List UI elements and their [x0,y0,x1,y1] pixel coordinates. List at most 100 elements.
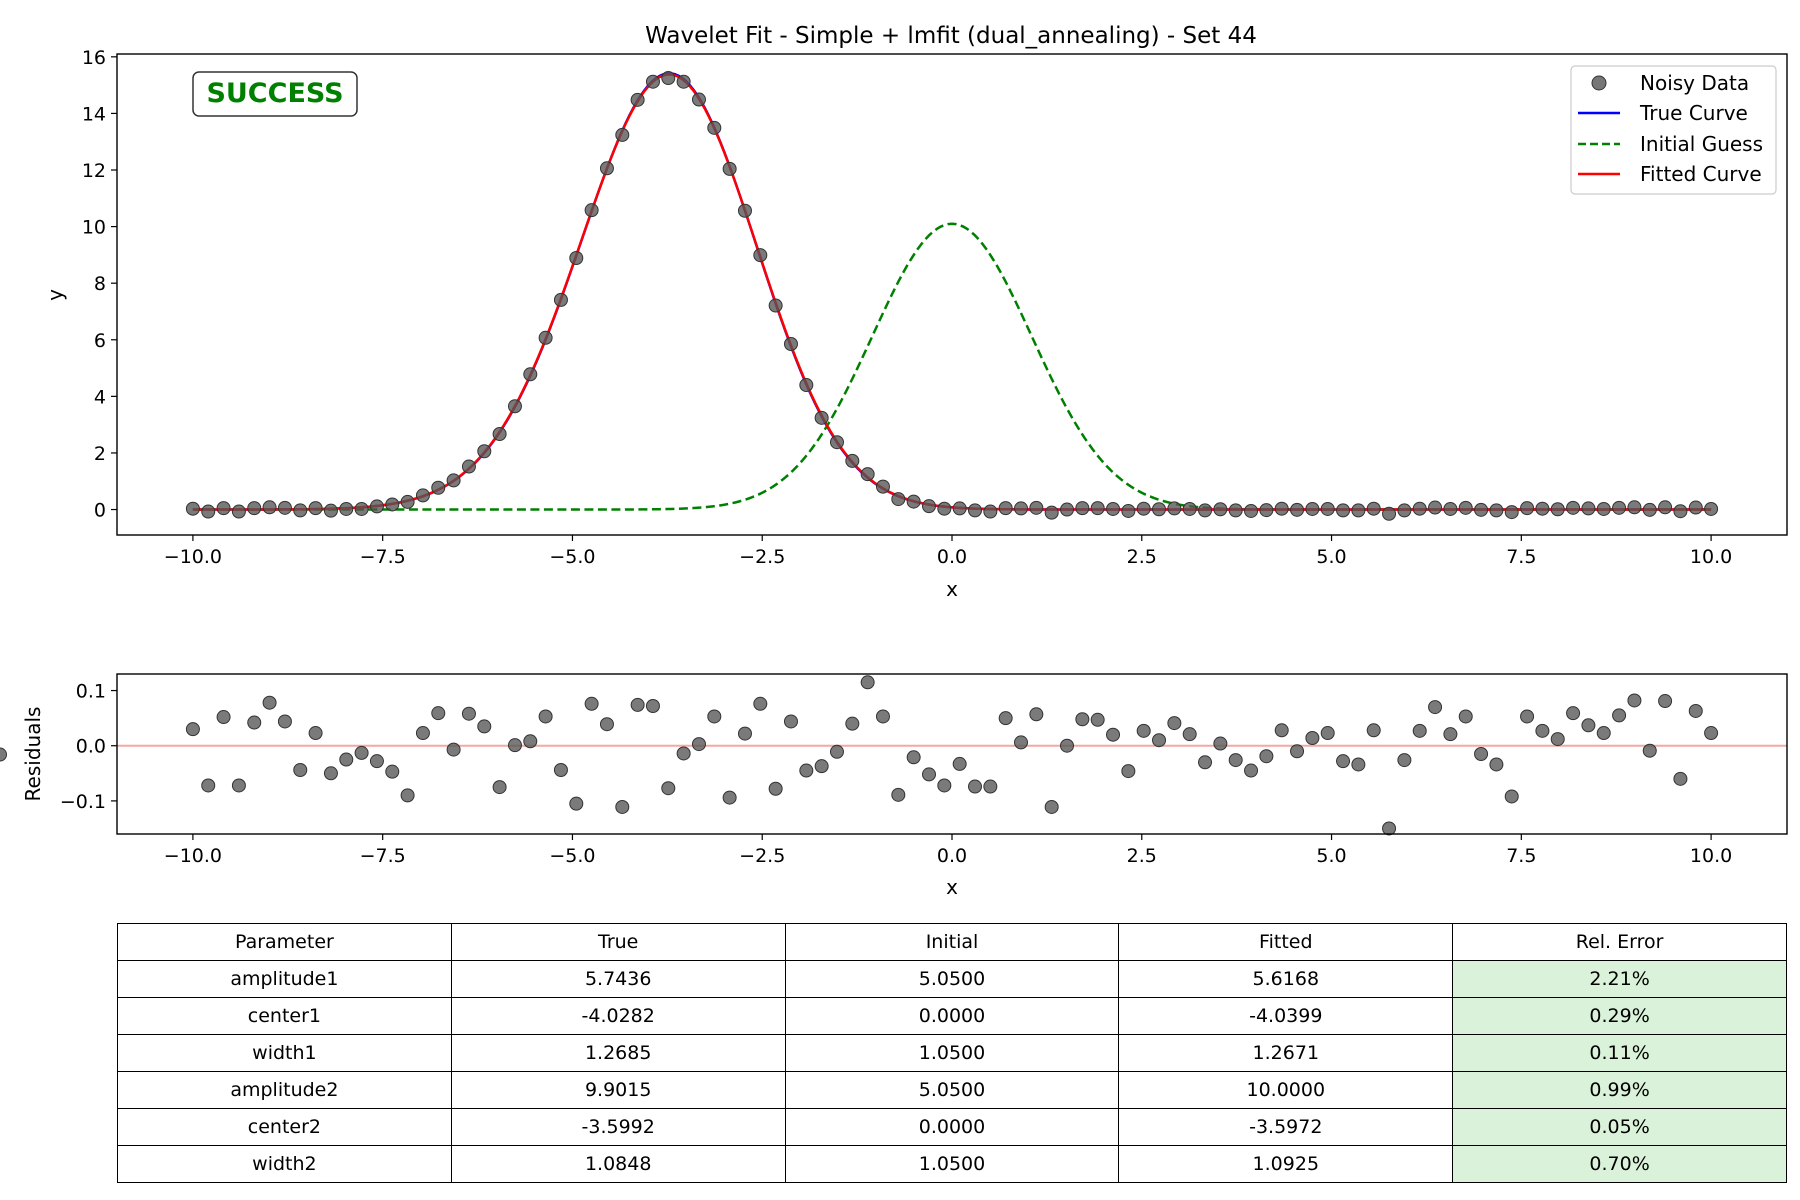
residual-point [308,726,323,741]
noisy-data-point [1075,501,1090,516]
main-y-axis-ticks: 0 2 4 6 8 10 12 14 16 [82,47,117,522]
table-cell: width2 [117,1145,452,1183]
noisy-data-point [1673,504,1688,519]
noisy-data-point [507,399,522,414]
y-tick-label: 2 [94,443,106,465]
x-tick-label: 10.0 [1690,546,1732,568]
residual-point [722,790,737,805]
noisy-data-point [277,500,292,515]
main-plot-frame [116,53,1788,536]
residual-point [1274,723,1289,738]
y-tick-label: 10 [82,217,106,239]
table-header-cell: Fitted [1118,923,1454,961]
noisy-data-point [1658,500,1673,515]
x-tick-label: 7.5 [1506,845,1536,867]
y-tick-label: 12 [82,160,106,182]
table-row: width1 1.2685 1.0500 1.2671 0.11% [117,1034,1787,1072]
noisy-data-point [968,503,982,518]
residual-point [707,709,722,724]
residual-point [201,778,216,793]
residual-point [753,696,768,711]
legend-label-noisy-data: Noisy Data [1640,71,1749,95]
noisy-data-point [1566,500,1581,515]
noisy-data-point [1198,503,1213,518]
noisy-data-point [201,504,216,519]
fitted-curve-line [192,73,1712,511]
noisy-data-point [446,473,461,488]
noisy-data-point [431,480,446,495]
residual-point [1121,764,1136,779]
residual-point [1474,747,1489,761]
residual-point [1550,732,1565,747]
table-cell: 10.0000 [1118,1071,1454,1109]
residual-point [1351,757,1366,772]
noisy-data-point [983,504,998,519]
residual-point [1658,694,1673,709]
noisy-data-point [1290,502,1305,517]
residual-point [1397,753,1412,768]
residual-point [1382,821,1397,836]
legend: Noisy Data True Curve Initial Guess Fitt… [1570,65,1777,195]
noisy-data-point [400,494,415,509]
residuals-x-axis-ticks: −10.0 −7.5 −5.0 −2.5 0.0 2.5 5.0 7.5 10.0 [164,834,1732,867]
table-row: amplitude1 5.7436 5.0500 5.6168 2.21% [117,960,1787,998]
table-cell: 1.2671 [1118,1034,1454,1072]
legend-label-initial-guess: Initial Guess [1640,132,1763,156]
x-tick-label: −2.5 [739,845,785,867]
residual-point [599,717,614,732]
residual-point [323,766,338,781]
y-tick-label: 0.1 [76,681,106,703]
residual-point [799,763,814,778]
table-cell: 0.0000 [784,1108,1120,1146]
residual-point [829,744,844,759]
residual-point [1642,743,1657,758]
residual-point [507,738,522,753]
noisy-data-point [599,161,614,176]
noisy-data-point [783,337,798,352]
x-tick-label: 2.5 [1127,845,1157,867]
status-badge-text: SUCCESS [206,78,343,109]
legend-box [1570,65,1777,195]
residual-point [691,737,706,752]
noisy-data-point [1382,506,1397,521]
table-cell-rel-error: 0.29% [1452,997,1787,1035]
residual-point [185,722,200,737]
noisy-data-point [1044,505,1059,520]
main-y-axis-label: y [43,289,67,301]
noisy-data-point [1397,503,1412,518]
noisy-data-point [707,120,722,135]
noisy-data-point [1305,501,1320,516]
noisy-data-point [492,426,507,441]
noisy-data-point [1274,501,1289,516]
residual-point [661,781,676,796]
residual-point [676,746,691,761]
residual-point [354,745,369,760]
main-curves [192,72,1712,511]
residual-point [1090,712,1105,727]
x-tick-label: −5.0 [549,845,595,867]
y-tick-label: 6 [94,330,106,352]
noisy-data-point [937,501,952,516]
residual-point [415,726,430,741]
residual-point [1305,731,1320,745]
table-cell: 5.0500 [784,1071,1120,1109]
residual-point [247,715,262,730]
x-tick-label: 2.5 [1127,546,1157,568]
table-cell-rel-error: 2.21% [1452,960,1787,998]
residual-point [937,778,952,793]
residual-point [1259,749,1274,764]
residual-point [1152,733,1167,748]
noisy-data-point [1106,501,1121,516]
residuals-points [0,675,1719,836]
residual-point [630,697,645,712]
legend-label-true-curve: True Curve [1639,101,1748,125]
noisy-data-point [1612,500,1627,515]
noisy-data-point [630,92,645,107]
residual-point [1581,718,1596,733]
noisy-data-point [369,499,384,514]
noisy-data-point [1412,501,1427,516]
noisy-data-point [247,501,262,516]
table-cell: 1.2685 [450,1034,786,1072]
noisy-data-point [998,501,1013,516]
